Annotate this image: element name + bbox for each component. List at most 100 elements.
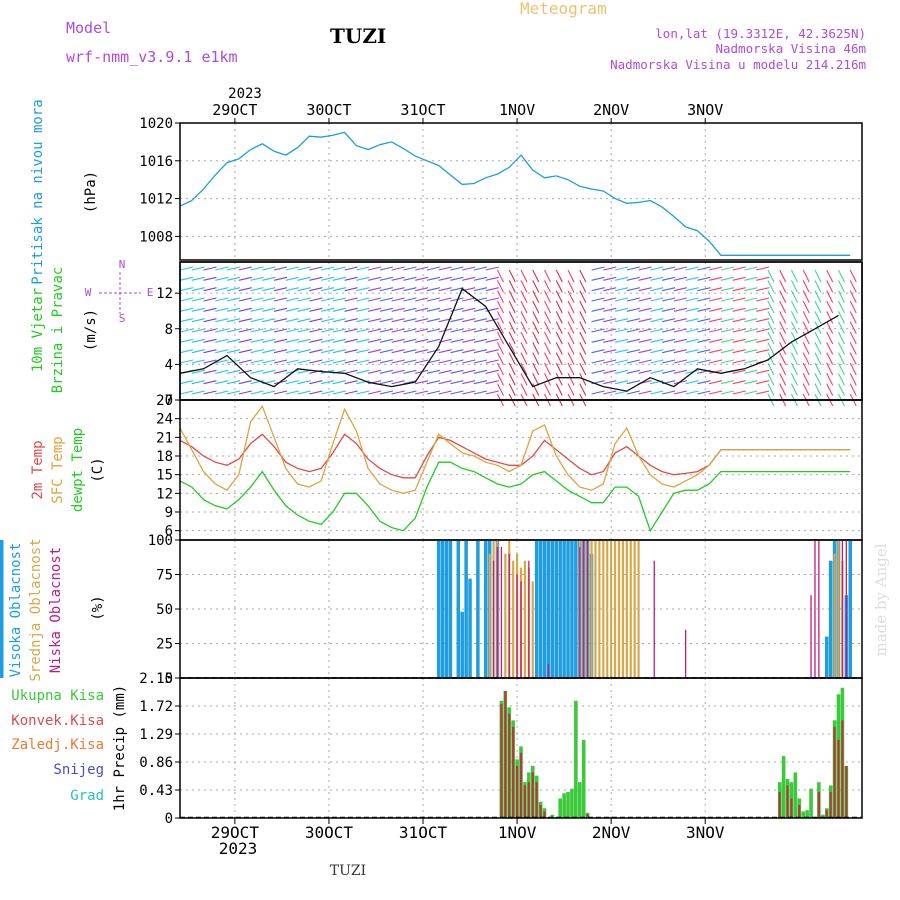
wind-barb [309,308,322,311]
wind-barb [333,360,346,363]
wind-barb [533,342,539,354]
cloud-bar-high [535,540,539,678]
wind-barb [274,298,287,301]
precip-total-bar [574,701,578,818]
wind-barb [533,353,539,365]
cloud-bar-low [520,581,521,678]
cloud-bar-low [842,540,843,678]
wind-barb [192,329,205,332]
wind-barb [474,277,487,280]
wind-barb [780,291,786,303]
wind-barb [827,291,833,303]
wind-barb [803,311,809,323]
wind-barb [215,391,228,394]
wind-barb [251,339,264,342]
wind-barb [427,308,440,311]
wind-barb [603,381,616,384]
model-altitude-text: Nadmorska Visina u modelu 214.216m [610,57,866,72]
cloud-bar-high [445,540,449,678]
cloud-bar-low [497,547,498,678]
wind-barb [380,350,393,353]
wind-barb [309,288,322,291]
wind-barb [850,353,856,365]
cloud-bar-mid [634,540,636,678]
wind-barb [709,391,722,394]
cloud-bar-mid [602,540,604,678]
wind-barb [474,370,487,373]
wind-barb [791,311,797,323]
wind-barb [251,350,264,353]
wind-barb [627,267,640,270]
wind-barb [721,350,734,353]
wind-barb [180,298,193,301]
wind-barb [415,288,428,291]
wind-barb [497,384,503,396]
wind-barb [192,277,205,280]
wind-barb [368,339,381,342]
wind-barb [368,329,381,332]
wind-barb [450,319,463,322]
wind-barb [780,373,786,385]
wind-barb [215,329,228,332]
wind-barb [838,311,844,323]
wind-barb [603,360,616,363]
cloud-bar-low [493,561,494,678]
cloud-bar-mid [524,561,526,678]
wind-barb [850,291,856,303]
wind-barb [356,370,369,373]
wind-barb [345,370,358,373]
wind-barb [533,280,539,292]
ytick-label-3: 12 [156,286,173,302]
wind-barb [486,360,499,363]
wind-barb [592,308,605,311]
wind-barb [768,363,774,375]
wind-barb [392,329,405,332]
wind-barb [615,329,628,332]
wind-barb [568,270,574,282]
wind-barb [650,277,663,280]
wind-barb [192,391,205,394]
wind-barb [603,319,616,322]
wind-barb [592,288,605,291]
wind-barb [733,329,746,332]
precip-legend-item: Ukupna Kisa [11,688,104,704]
wind-barb [180,308,193,311]
wind-barb [521,301,527,313]
wind-barb [850,311,856,323]
wind-barb [274,370,287,373]
wind-barb [450,277,463,280]
wind-barb [204,319,217,322]
wind-barb [274,329,287,332]
wind-barb [462,277,475,280]
wind-barb [356,267,369,270]
wind-barb [603,267,616,270]
wind-barb [674,370,687,373]
wind-barb [827,280,833,292]
wind-barb [215,308,228,311]
wind-barb [674,288,687,291]
wind-barb [533,291,539,303]
wind-barb [603,277,616,280]
cloud-bar-high [570,540,574,678]
ytick-label-2: 0.86 [139,755,173,771]
wind-barb [321,277,334,280]
wind-barb [650,350,663,353]
wind-barb [427,381,440,384]
wind-barb [497,373,503,385]
wind-barb [791,301,797,313]
wind-barb [827,353,833,365]
wind-barb [380,391,393,394]
cloud-bar-high [441,540,445,678]
wind-barb [639,329,652,332]
wind-barb [533,322,539,334]
cloud-bar-high [551,540,555,678]
wind-barb [603,329,616,332]
wind-barb [392,350,405,353]
wind-barb [427,350,440,353]
precip-conv-bar [532,772,534,818]
wind-barb [333,267,346,270]
wind-barb [592,360,605,363]
wind-barb [615,288,628,291]
wind-barb [286,267,299,270]
wind-barb [580,384,586,396]
